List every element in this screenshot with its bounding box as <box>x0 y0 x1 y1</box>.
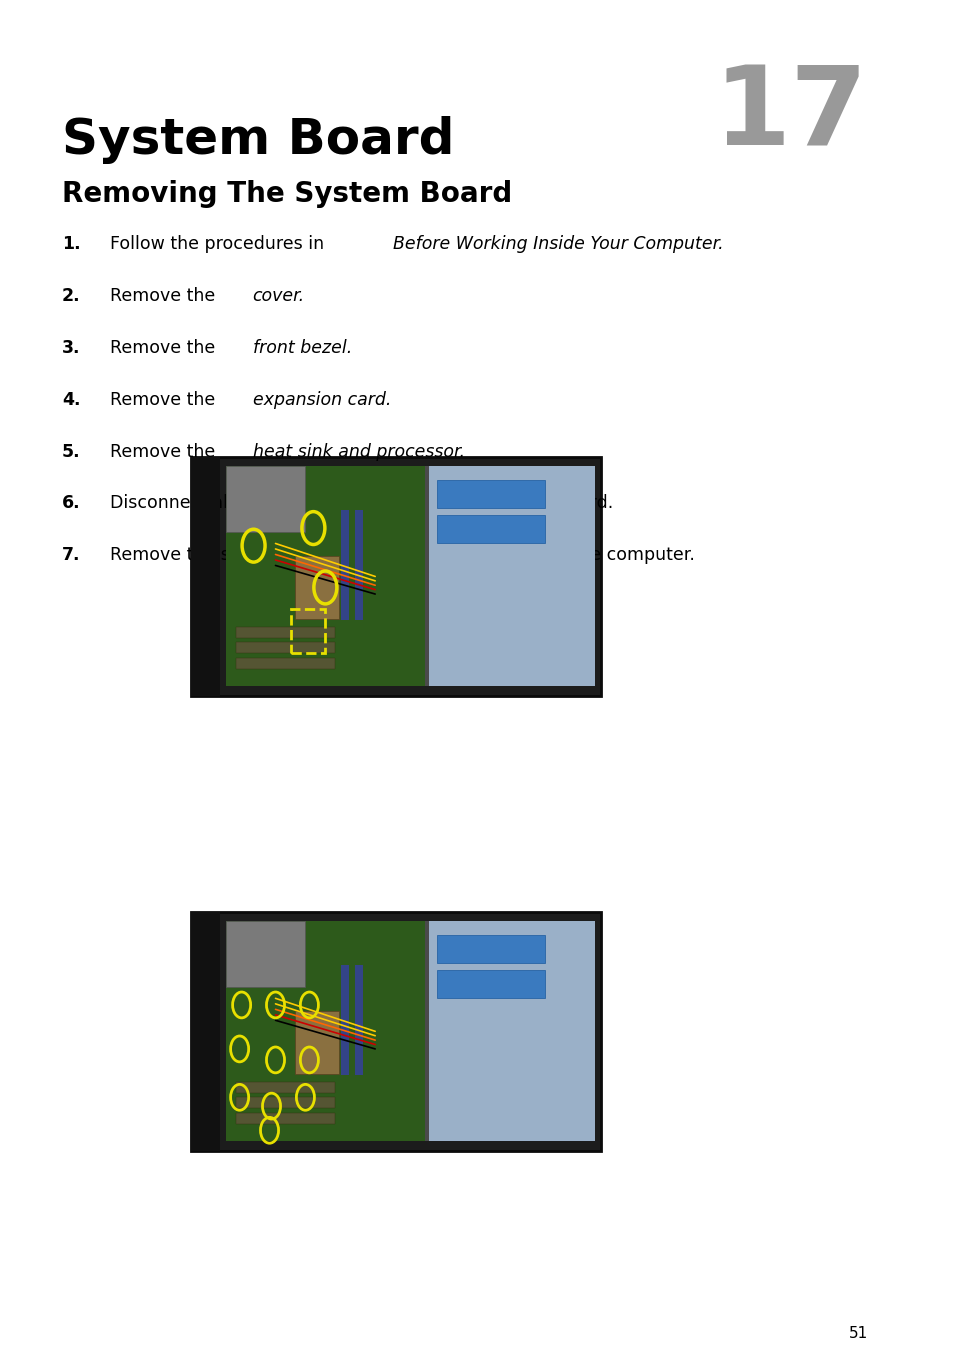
FancyBboxPatch shape <box>235 1097 335 1108</box>
Text: System Board: System Board <box>62 116 454 164</box>
FancyBboxPatch shape <box>235 627 335 638</box>
Text: 5.: 5. <box>62 443 81 460</box>
FancyBboxPatch shape <box>235 642 335 653</box>
FancyBboxPatch shape <box>226 467 595 687</box>
Text: 2.: 2. <box>62 287 81 305</box>
FancyBboxPatch shape <box>191 456 219 697</box>
FancyBboxPatch shape <box>226 467 305 533</box>
FancyBboxPatch shape <box>436 479 544 508</box>
Text: Follow the procedures in: Follow the procedures in <box>110 235 329 253</box>
Text: front bezel.: front bezel. <box>253 339 352 357</box>
FancyBboxPatch shape <box>235 1113 335 1124</box>
FancyBboxPatch shape <box>341 511 349 620</box>
Text: cover.: cover. <box>253 287 304 305</box>
Text: Remove the screws that secure the system board to the computer.: Remove the screws that secure the system… <box>110 546 694 564</box>
FancyBboxPatch shape <box>191 912 600 1150</box>
Text: Remove the: Remove the <box>110 391 220 408</box>
Text: Remove the: Remove the <box>110 287 220 305</box>
Text: Disconnect all the cables connected to the system board.: Disconnect all the cables connected to t… <box>110 494 613 512</box>
Text: 17: 17 <box>713 61 867 168</box>
FancyBboxPatch shape <box>295 556 339 619</box>
Text: 7.: 7. <box>62 546 80 564</box>
Text: Remove the: Remove the <box>110 443 220 460</box>
FancyBboxPatch shape <box>226 921 595 1142</box>
FancyBboxPatch shape <box>355 966 363 1075</box>
FancyBboxPatch shape <box>428 467 595 687</box>
Text: expansion card.: expansion card. <box>253 391 391 408</box>
Text: heat sink and processor.: heat sink and processor. <box>253 443 464 460</box>
FancyBboxPatch shape <box>341 966 349 1075</box>
FancyBboxPatch shape <box>226 921 305 988</box>
FancyBboxPatch shape <box>436 934 544 963</box>
FancyBboxPatch shape <box>235 1082 335 1093</box>
Bar <box>292 609 325 653</box>
Text: 6.: 6. <box>62 494 81 512</box>
Text: Before Working Inside Your Computer.: Before Working Inside Your Computer. <box>393 235 723 253</box>
Text: 1.: 1. <box>62 235 81 253</box>
Text: 3.: 3. <box>62 339 80 357</box>
FancyBboxPatch shape <box>235 658 335 669</box>
FancyBboxPatch shape <box>355 511 363 620</box>
FancyBboxPatch shape <box>226 921 425 1142</box>
Text: 4.: 4. <box>62 391 80 408</box>
FancyBboxPatch shape <box>436 515 544 544</box>
Text: Removing The System Board: Removing The System Board <box>62 180 512 208</box>
FancyBboxPatch shape <box>226 467 425 687</box>
FancyBboxPatch shape <box>191 456 600 697</box>
FancyBboxPatch shape <box>295 1011 339 1074</box>
Text: 51: 51 <box>848 1326 867 1341</box>
FancyBboxPatch shape <box>428 921 595 1142</box>
FancyBboxPatch shape <box>436 970 544 999</box>
FancyBboxPatch shape <box>191 912 219 1150</box>
Text: Remove the: Remove the <box>110 339 220 357</box>
